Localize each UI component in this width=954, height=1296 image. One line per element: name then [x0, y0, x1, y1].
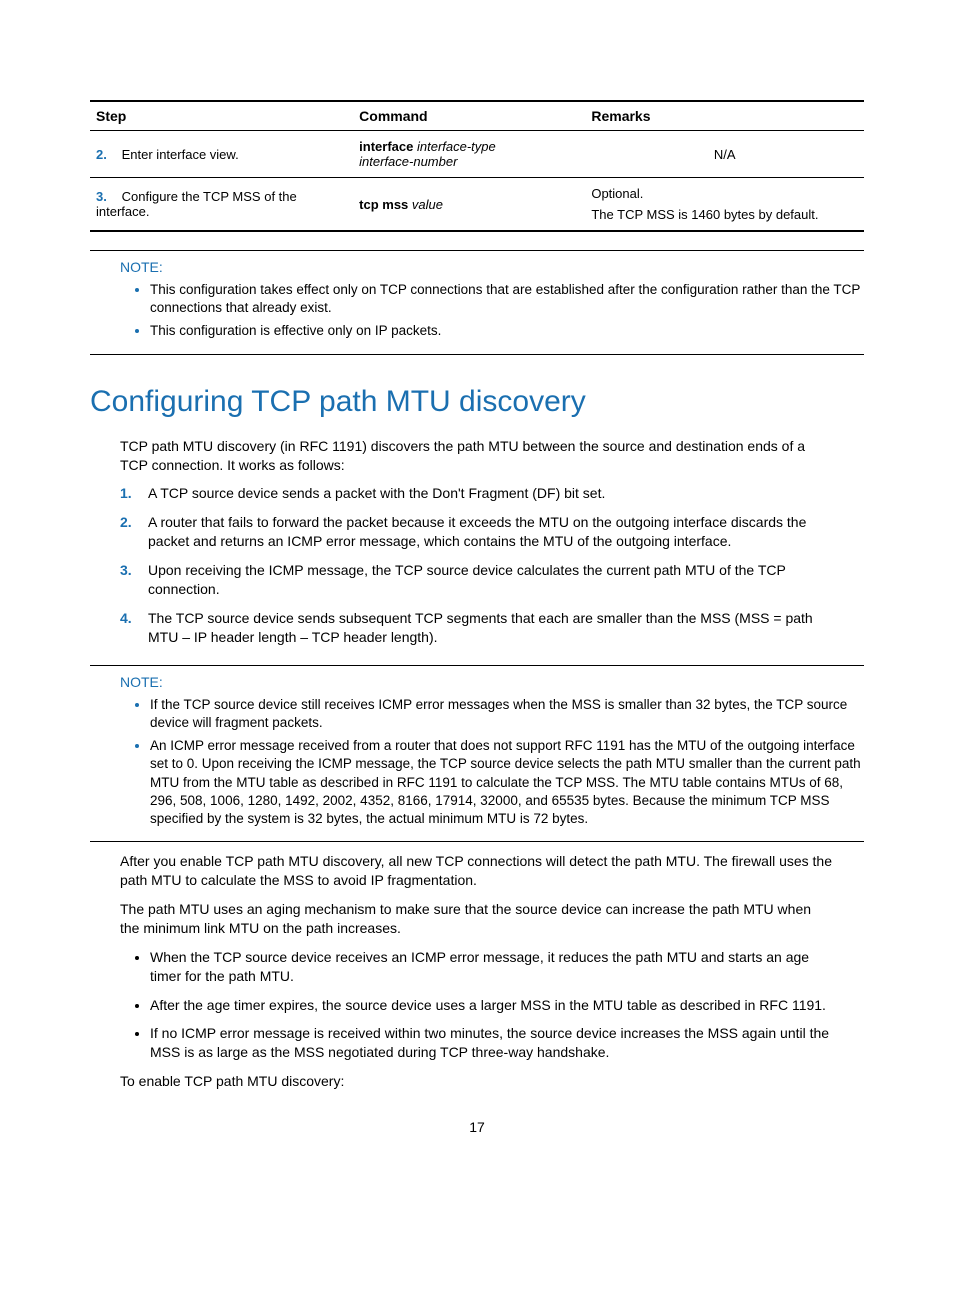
note-item: If the TCP source device still receives …: [150, 696, 864, 732]
step-number: 2.: [120, 513, 132, 532]
step-number: 2.: [96, 147, 118, 162]
table-row: 2. Enter interface view. interface inter…: [90, 131, 864, 178]
note-block: NOTE: If the TCP source device still rec…: [90, 665, 864, 843]
body-paragraph: After you enable TCP path MTU discovery,…: [120, 852, 834, 890]
note-item: This configuration is effective only on …: [150, 322, 864, 340]
remarks-line: The TCP MSS is 1460 bytes by default.: [591, 207, 858, 222]
list-item: 2. A router that fails to forward the pa…: [120, 513, 834, 551]
note-label: NOTE:: [90, 259, 864, 275]
cmd-arg: value: [412, 197, 443, 212]
step-text: The TCP source device sends subsequent T…: [148, 610, 813, 645]
step-number: 3.: [96, 189, 118, 204]
step-number: 4.: [120, 609, 132, 628]
config-steps-table: Step Command Remarks 2. Enter interface …: [90, 100, 864, 232]
section-heading: Configuring TCP path MTU discovery: [90, 385, 864, 419]
intro-paragraph: TCP path MTU discovery (in RFC 1191) dis…: [120, 437, 834, 475]
list-item: 4. The TCP source device sends subsequen…: [120, 609, 834, 647]
note-item: This configuration takes effect only on …: [150, 281, 864, 317]
list-item: If no ICMP error message is received wit…: [150, 1024, 834, 1062]
step-number: 1.: [120, 484, 132, 503]
body-paragraph: The path MTU uses an aging mechanism to …: [120, 900, 834, 938]
cmd-arg: interface-number: [359, 154, 457, 169]
list-item: 1. A TCP source device sends a packet wi…: [120, 484, 834, 503]
step-text: Configure the TCP MSS of the interface.: [96, 189, 297, 219]
note-block: NOTE: This configuration takes effect on…: [90, 250, 864, 355]
step-text: A router that fails to forward the packe…: [148, 514, 806, 549]
cmd-keyword: interface: [359, 139, 413, 154]
note-label: NOTE:: [90, 674, 864, 690]
remarks-cell: N/A: [585, 131, 864, 178]
note-item: An ICMP error message received from a ro…: [150, 737, 864, 828]
list-item: When the TCP source device receives an I…: [150, 948, 834, 986]
step-number: 3.: [120, 561, 132, 580]
step-text: A TCP source device sends a packet with …: [148, 485, 605, 501]
aging-bullet-list: When the TCP source device receives an I…: [150, 948, 834, 1062]
step-text: Upon receiving the ICMP message, the TCP…: [148, 562, 786, 597]
th-remarks: Remarks: [585, 101, 864, 131]
list-item: After the age timer expires, the source …: [150, 996, 834, 1015]
numbered-steps-list: 1. A TCP source device sends a packet wi…: [120, 484, 834, 646]
page-number: 17: [90, 1119, 864, 1135]
th-command: Command: [353, 101, 585, 131]
cmd-keyword: tcp mss: [359, 197, 408, 212]
body-paragraph: To enable TCP path MTU discovery:: [120, 1072, 834, 1091]
remarks-line: Optional.: [591, 186, 858, 201]
step-text: Enter interface view.: [122, 147, 239, 162]
list-item: 3. Upon receiving the ICMP message, the …: [120, 561, 834, 599]
th-step: Step: [90, 101, 353, 131]
table-row: 3. Configure the TCP MSS of the interfac…: [90, 178, 864, 232]
cmd-arg: interface-type: [417, 139, 496, 154]
